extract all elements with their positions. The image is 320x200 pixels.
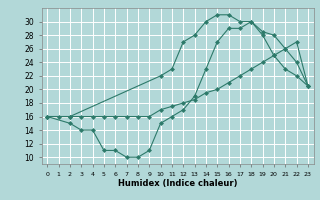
X-axis label: Humidex (Indice chaleur): Humidex (Indice chaleur)	[118, 179, 237, 188]
